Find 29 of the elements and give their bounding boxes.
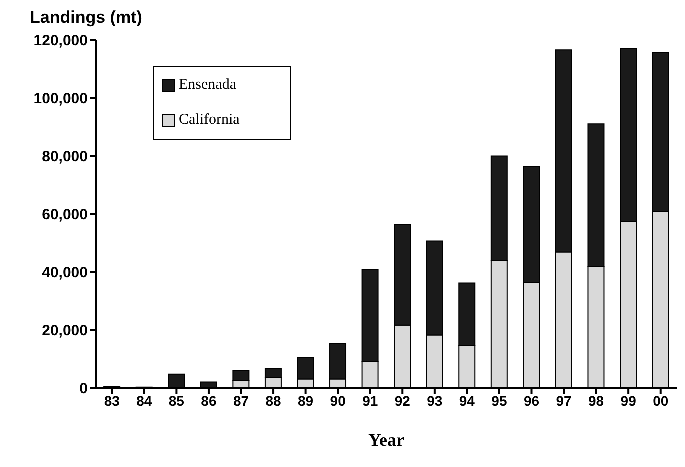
x-tick-label: 95 <box>492 392 508 409</box>
x-tick-label: 88 <box>266 392 282 409</box>
y-tick-label: 80,000 <box>42 148 88 166</box>
y-tick-label: 20,000 <box>42 322 88 340</box>
y-tick-label: 120,000 <box>34 32 88 50</box>
x-tick-label: 90 <box>330 392 346 409</box>
y-tick-label: 0 <box>80 380 88 398</box>
y-tick-label: 60,000 <box>42 206 88 224</box>
x-tick-label: 96 <box>524 392 540 409</box>
x-axis-title: Year <box>368 430 404 450</box>
y-tick-label: 40,000 <box>42 264 88 282</box>
x-tick-label: 94 <box>459 392 476 409</box>
x-tick-label: 83 <box>104 392 120 409</box>
x-tick-label: 97 <box>556 392 572 409</box>
legend-label: Ensenada <box>179 77 236 94</box>
x-tick-label: 86 <box>201 392 217 409</box>
x-tick-label: 99 <box>620 392 637 409</box>
x-tick-label: 89 <box>298 392 314 409</box>
y-axis-title: Landings (mt) <box>30 8 142 28</box>
x-tick-label: 93 <box>427 392 443 409</box>
x-tick-label: 87 <box>233 392 250 409</box>
y-tick-label: 100,000 <box>34 90 88 108</box>
x-tick-label: 91 <box>362 392 378 409</box>
x-tick-label: 00 <box>653 392 669 409</box>
x-tick-label: 84 <box>136 392 152 409</box>
x-tick-label: 92 <box>394 392 411 409</box>
x-tick-label: 98 <box>588 392 604 409</box>
legend-label: California <box>179 112 240 129</box>
x-tick-label: 85 <box>168 392 185 409</box>
